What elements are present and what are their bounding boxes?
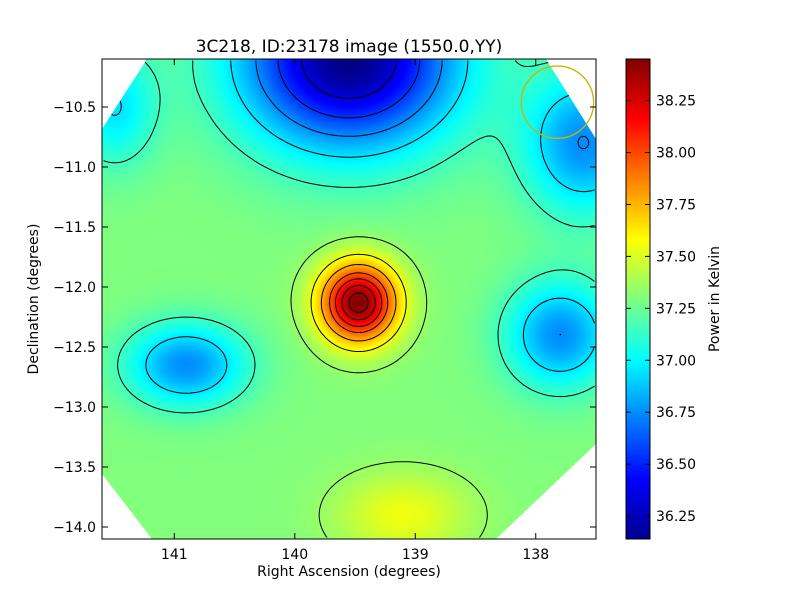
colorbar-tick-label-8: 38.25: [656, 94, 696, 110]
y-axis-ticks: −10.5 −11.0 −11.5 −12.0 −12.5 −13.0 −13.5 −14.0: [53, 100, 596, 536]
y-tick-label-1: −11.0: [53, 160, 96, 176]
contour-line-6: [310, 253, 407, 352]
x-tick-label-0: 141: [161, 547, 188, 563]
contour-line-8: [329, 272, 389, 333]
colorbar-tick-label-4: 37.25: [656, 301, 696, 317]
y-tick-label-7: −14.0: [53, 520, 96, 536]
y-tick-label-5: −13.0: [53, 400, 96, 416]
contour-line-9: [335, 278, 383, 327]
plot-frame: [101, 58, 597, 540]
x-axis-ticks: 141 140 139 138: [161, 59, 549, 563]
colorbar-gradient-bar: [625, 58, 651, 540]
heatmap-image: [102, 59, 596, 539]
plot-area: 141 140 139 138 −10.5−11.0−11.5−12.0−12.5−1…: [53, 58, 597, 563]
x-tick-label-1: 140: [281, 547, 308, 563]
colorbar-tick-label-5: 37.50: [656, 249, 696, 265]
colorbar: 36.25 36.50 36.75 37.00 37.25 37.50 37.75 38.00…: [625, 58, 723, 540]
contour-line-2: [255, 60, 590, 336]
x-tick-label-3: 138: [522, 547, 549, 563]
colorbar-tick-label-0: 36.25: [656, 509, 696, 525]
colorbar-tick-label-7: 38.00: [656, 146, 696, 162]
beam-circle: [520, 65, 595, 139]
x-axis-label: Right Ascension (degrees): [257, 564, 441, 580]
x-tick-label-2: 139: [402, 547, 429, 563]
contour-line-1: [277, 60, 421, 119]
colorbar-tick-label-1: 36.50: [656, 457, 696, 473]
contour-line-5: [290, 236, 488, 538]
contour-line-11: [348, 292, 369, 313]
y-tick-label-6: −13.5: [53, 460, 96, 476]
contour-line-0: [301, 60, 397, 99]
colorbar-label: Power in Kelvin: [707, 246, 723, 352]
colorbar-tick-label-2: 36.75: [656, 405, 696, 421]
plot-title: 3C218, ID:23178 image (1550.0,YY): [196, 37, 503, 57]
colorbar-ticks: 36.25 36.50 36.75 37.00 37.25 37.50 37.75 38.00…: [626, 94, 696, 525]
colorbar-tick-label-3: 37.00: [656, 353, 696, 369]
y-tick-label-4: −12.5: [53, 340, 96, 356]
contour-line-10: [341, 284, 376, 321]
y-tick-label-3: −12.0: [53, 280, 96, 296]
y-tick-label-2: −11.5: [53, 220, 96, 236]
colorbar-tick-label-6: 37.75: [656, 197, 696, 213]
y-tick-label-0: −10.5: [53, 100, 96, 116]
contour-line-7: [320, 264, 397, 342]
y-axis-label: Declination (degrees): [26, 224, 42, 375]
